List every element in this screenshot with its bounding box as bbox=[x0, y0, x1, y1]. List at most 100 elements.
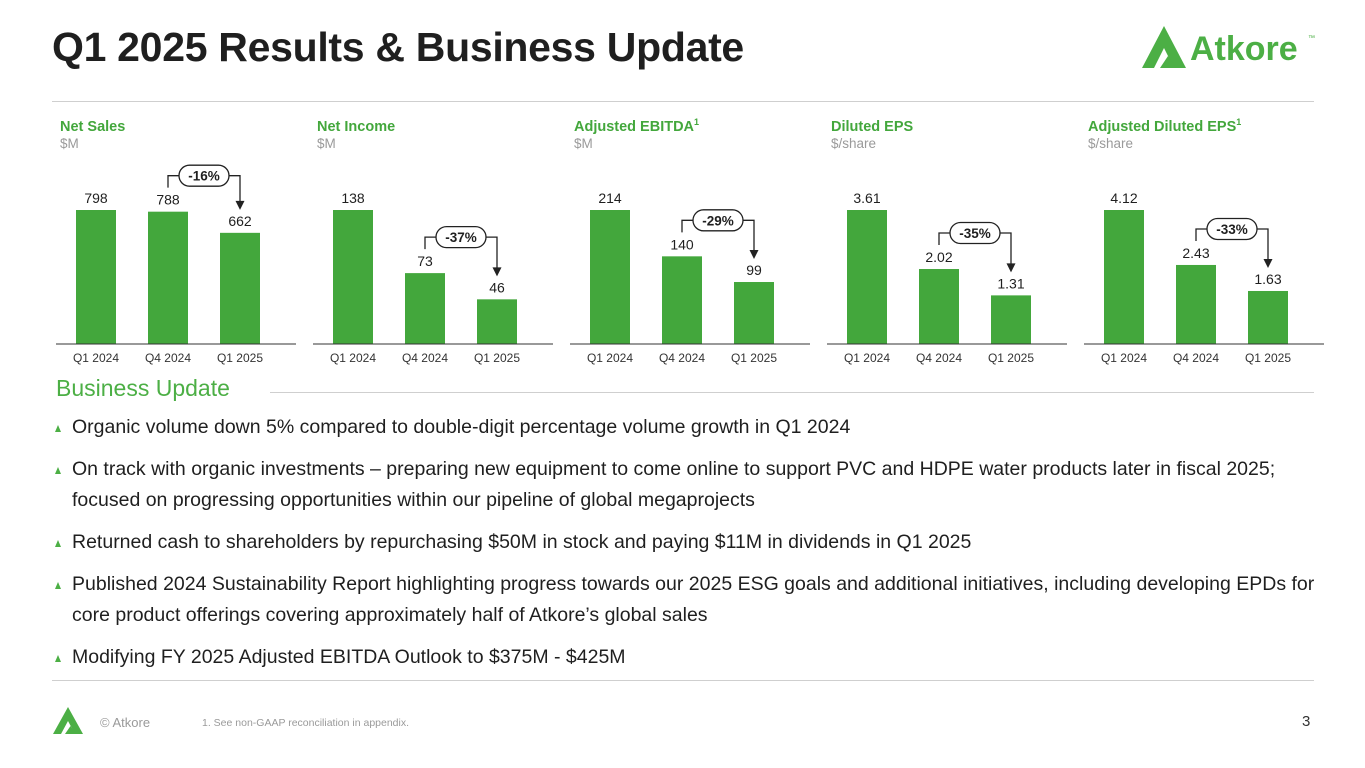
tick-label: Q1 2024 bbox=[587, 351, 633, 365]
chart-plot: 4.12 Q1 2024 2.43 Q4 2024 1.63 Q1 2025 -33% bbox=[1084, 190, 1324, 365]
logo-tm: ™ bbox=[1308, 35, 1315, 42]
tick-label: Q1 2024 bbox=[330, 351, 376, 365]
data-label: 798 bbox=[84, 190, 108, 206]
bullet-text: Modifying FY 2025 Adjusted EBITDA Outloo… bbox=[72, 646, 626, 668]
data-label: 99 bbox=[746, 262, 762, 278]
change-pill bbox=[435, 225, 487, 249]
change-label: -37% bbox=[445, 230, 477, 245]
bar bbox=[662, 256, 702, 344]
bullet-text: Returned cash to shareholders by repurch… bbox=[72, 531, 972, 553]
bar bbox=[477, 299, 517, 344]
data-label: 2.43 bbox=[1182, 245, 1209, 261]
bar bbox=[1248, 290, 1288, 344]
data-label: 1.63 bbox=[1254, 271, 1281, 287]
header-divider bbox=[52, 101, 1314, 102]
chart-title: Adjusted EBITDA bbox=[574, 118, 695, 135]
list-item: On track with organic investments – prep… bbox=[55, 454, 1345, 516]
footnote: 1. See non-GAAP reconciliation in append… bbox=[202, 717, 410, 729]
triangle-bullet-icon bbox=[55, 582, 61, 589]
list-item: Organic volume down 5% compared to doubl… bbox=[55, 412, 1345, 443]
tick-label: Q1 2024 bbox=[844, 351, 890, 365]
arrow-down-icon bbox=[1006, 263, 1016, 273]
bullet-text: Organic volume down 5% compared to doubl… bbox=[72, 416, 851, 438]
triangle-bullet-icon bbox=[55, 467, 61, 474]
tick-label: Q1 2025 bbox=[988, 351, 1034, 365]
business-update-list: Organic volume down 5% compared to doubl… bbox=[55, 412, 1345, 684]
bar bbox=[734, 282, 774, 344]
data-label: 662 bbox=[228, 213, 252, 229]
chart-unit: $M bbox=[574, 136, 593, 151]
chart-title: Net Income bbox=[317, 118, 396, 135]
bar bbox=[991, 295, 1031, 344]
chart-unit: $M bbox=[317, 136, 336, 151]
data-label: 2.02 bbox=[925, 249, 952, 265]
list-item: Returned cash to shareholders by repurch… bbox=[55, 527, 1345, 558]
arrow-down-icon bbox=[749, 250, 759, 260]
business-update-title: Business Update bbox=[56, 375, 230, 401]
tick-label: Q4 2024 bbox=[402, 351, 448, 365]
tick-label: Q1 2024 bbox=[73, 351, 119, 365]
chart-title: Diluted EPS bbox=[831, 118, 914, 135]
change-label: -29% bbox=[702, 213, 734, 228]
bar bbox=[220, 232, 260, 344]
data-label: 140 bbox=[670, 236, 694, 252]
chart-plot: 798 Q1 2024 788 Q4 2024 662 Q1 2025 -16% bbox=[56, 164, 296, 365]
chart-diluted-eps: Diluted EPS $/share 3.61 Q1 2024 2.02 Q4 20… bbox=[823, 112, 1073, 374]
change-pill bbox=[949, 221, 1001, 245]
chart-title-sup: 1 bbox=[1236, 117, 1242, 127]
arrow-down-icon bbox=[492, 267, 502, 277]
list-item: Published 2024 Sustainability Report hig… bbox=[55, 569, 1345, 631]
bar bbox=[148, 211, 188, 344]
data-label: 73 bbox=[417, 253, 433, 269]
bar bbox=[333, 210, 373, 344]
bar bbox=[1176, 264, 1216, 344]
chart-adjusted-ebitda: Adjusted EBITDA1 $M 214 Q1 2024 140 Q4 2024… bbox=[566, 112, 816, 374]
data-label: 788 bbox=[156, 192, 180, 208]
tick-label: Q4 2024 bbox=[659, 351, 705, 365]
footer-divider bbox=[52, 680, 1314, 681]
chart-unit: $/share bbox=[1088, 136, 1134, 151]
bar bbox=[919, 269, 959, 344]
data-label: 138 bbox=[341, 190, 365, 206]
change-pill bbox=[1206, 217, 1258, 241]
chart-net-sales: Net Sales $M 798 Q1 2024 788 Q4 2024 662 Q1 2… bbox=[52, 112, 302, 374]
data-label: 214 bbox=[598, 190, 622, 206]
chart-plot: 214 Q1 2024 140 Q4 2024 99 Q1 2025 -29% bbox=[570, 190, 810, 365]
tick-label: Q4 2024 bbox=[145, 351, 191, 365]
chart-title-sup: 1 bbox=[694, 117, 700, 127]
copyright: © Atkore bbox=[100, 715, 151, 730]
tick-label: Q1 2024 bbox=[1101, 351, 1147, 365]
chart-plot: 138 Q1 2024 73 Q4 2024 46 Q1 2025 -37% bbox=[313, 190, 553, 365]
section-divider bbox=[270, 392, 1314, 393]
change-label: -33% bbox=[1216, 222, 1248, 237]
arrow-down-icon bbox=[235, 200, 245, 210]
arrow-down-icon bbox=[1263, 258, 1273, 268]
tick-label: Q1 2025 bbox=[217, 351, 263, 365]
tick-label: Q4 2024 bbox=[916, 351, 962, 365]
bullet-text: On track with organic investments – prep… bbox=[72, 458, 1276, 511]
chart-net-income: Net Income $M 138 Q1 2024 73 Q4 2024 46 Q1 20… bbox=[309, 112, 559, 374]
chart-unit: $/share bbox=[831, 136, 877, 151]
triangle-bullet-icon bbox=[55, 540, 61, 547]
page-title: Q1 2025 Results & Business Update bbox=[52, 24, 744, 70]
bar bbox=[76, 210, 116, 344]
chart-title: Net Sales bbox=[60, 118, 126, 135]
data-label: 3.61 bbox=[853, 190, 880, 206]
atkore-footer-logo-icon bbox=[53, 707, 83, 734]
change-pill bbox=[178, 164, 230, 187]
chart-unit: $M bbox=[60, 136, 79, 151]
tick-label: Q1 2025 bbox=[1245, 351, 1291, 365]
chart-adjusted-diluted-eps: Adjusted Diluted EPS1 $/share 4.12 Q1 202… bbox=[1080, 112, 1330, 374]
triangle-bullet-icon bbox=[55, 655, 61, 662]
bar bbox=[1104, 210, 1144, 344]
page-number: 3 bbox=[1302, 713, 1311, 730]
list-item: Modifying FY 2025 Adjusted EBITDA Outloo… bbox=[55, 642, 1345, 673]
data-label: 4.12 bbox=[1110, 190, 1137, 206]
logo-text: Atkore bbox=[1190, 30, 1298, 68]
bar bbox=[405, 273, 445, 344]
tick-label: Q1 2025 bbox=[731, 351, 777, 365]
data-label: 46 bbox=[489, 279, 505, 295]
bar bbox=[590, 210, 630, 344]
bar bbox=[847, 210, 887, 344]
change-label: -16% bbox=[188, 169, 220, 184]
